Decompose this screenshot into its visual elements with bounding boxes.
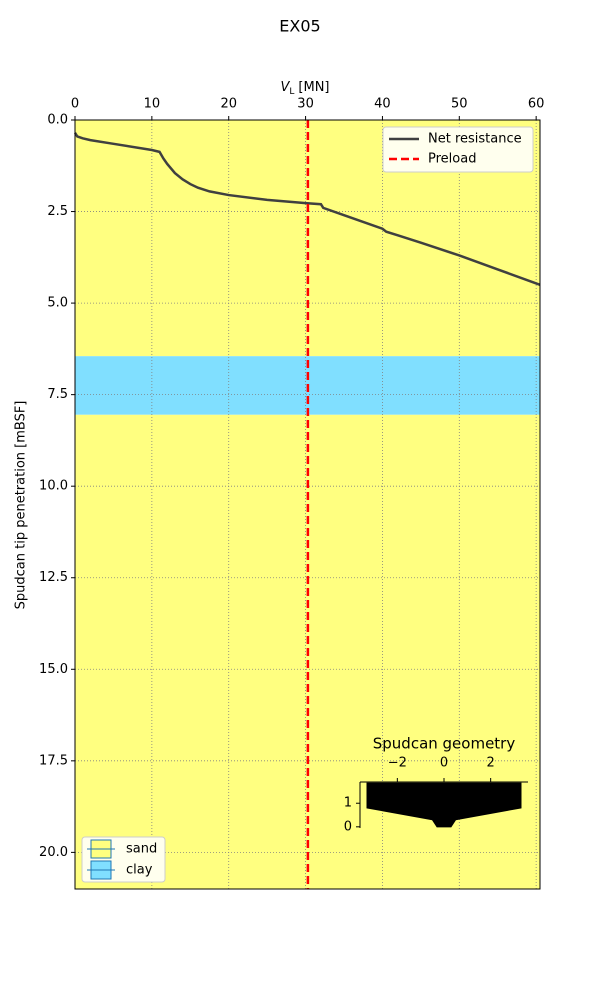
x-tick-label: 0 — [440, 756, 448, 771]
legend-label: clay — [126, 863, 153, 878]
y-tick-label: 5.0 — [47, 296, 68, 311]
y-tick-label: 20.0 — [39, 845, 68, 860]
spudcan-shape — [366, 782, 522, 828]
chart-title: EX05 — [279, 17, 320, 36]
x-tick-label: 40 — [374, 97, 391, 112]
x-tick-label: 60 — [528, 97, 545, 112]
x-tick-label: 30 — [297, 97, 314, 112]
x-axis-label: VL [MN] — [280, 80, 329, 97]
x-label-unit: [MN] — [298, 80, 329, 95]
x-tick-label: −2 — [388, 756, 407, 771]
y-tick-label: 2.5 — [47, 204, 68, 219]
y-tick-label: 10.0 — [39, 479, 68, 494]
plot-frame — [74, 119, 541, 890]
inset-title: Spudcan geometry — [373, 735, 516, 753]
x-label-symbol: V — [280, 80, 290, 95]
x-tick-label: 20 — [220, 97, 237, 112]
legend-label: Preload — [428, 152, 476, 167]
y-tick-label: 15.0 — [39, 662, 68, 677]
x-label-sub: L — [289, 87, 294, 97]
y-tick-label: 0.0 — [47, 113, 68, 128]
y-tick-label: 0 — [344, 819, 352, 834]
legend-label: sand — [126, 842, 157, 857]
y-tick-label: 17.5 — [39, 753, 68, 768]
y-axis-label: Spudcan tip penetration [mBSF] — [14, 401, 29, 610]
x-tick-label: 50 — [451, 97, 468, 112]
legend-label: Net resistance — [428, 132, 522, 147]
x-tick-label: 10 — [144, 97, 161, 112]
x-tick-label: 0 — [71, 97, 79, 112]
y-tick-label: 1 — [344, 796, 352, 811]
y-tick-label: 12.5 — [39, 570, 68, 585]
y-tick-label: 7.5 — [47, 387, 68, 402]
net-resistance-line — [73, 132, 541, 286]
x-tick-label: 2 — [487, 756, 495, 771]
legend-box — [382, 126, 534, 173]
